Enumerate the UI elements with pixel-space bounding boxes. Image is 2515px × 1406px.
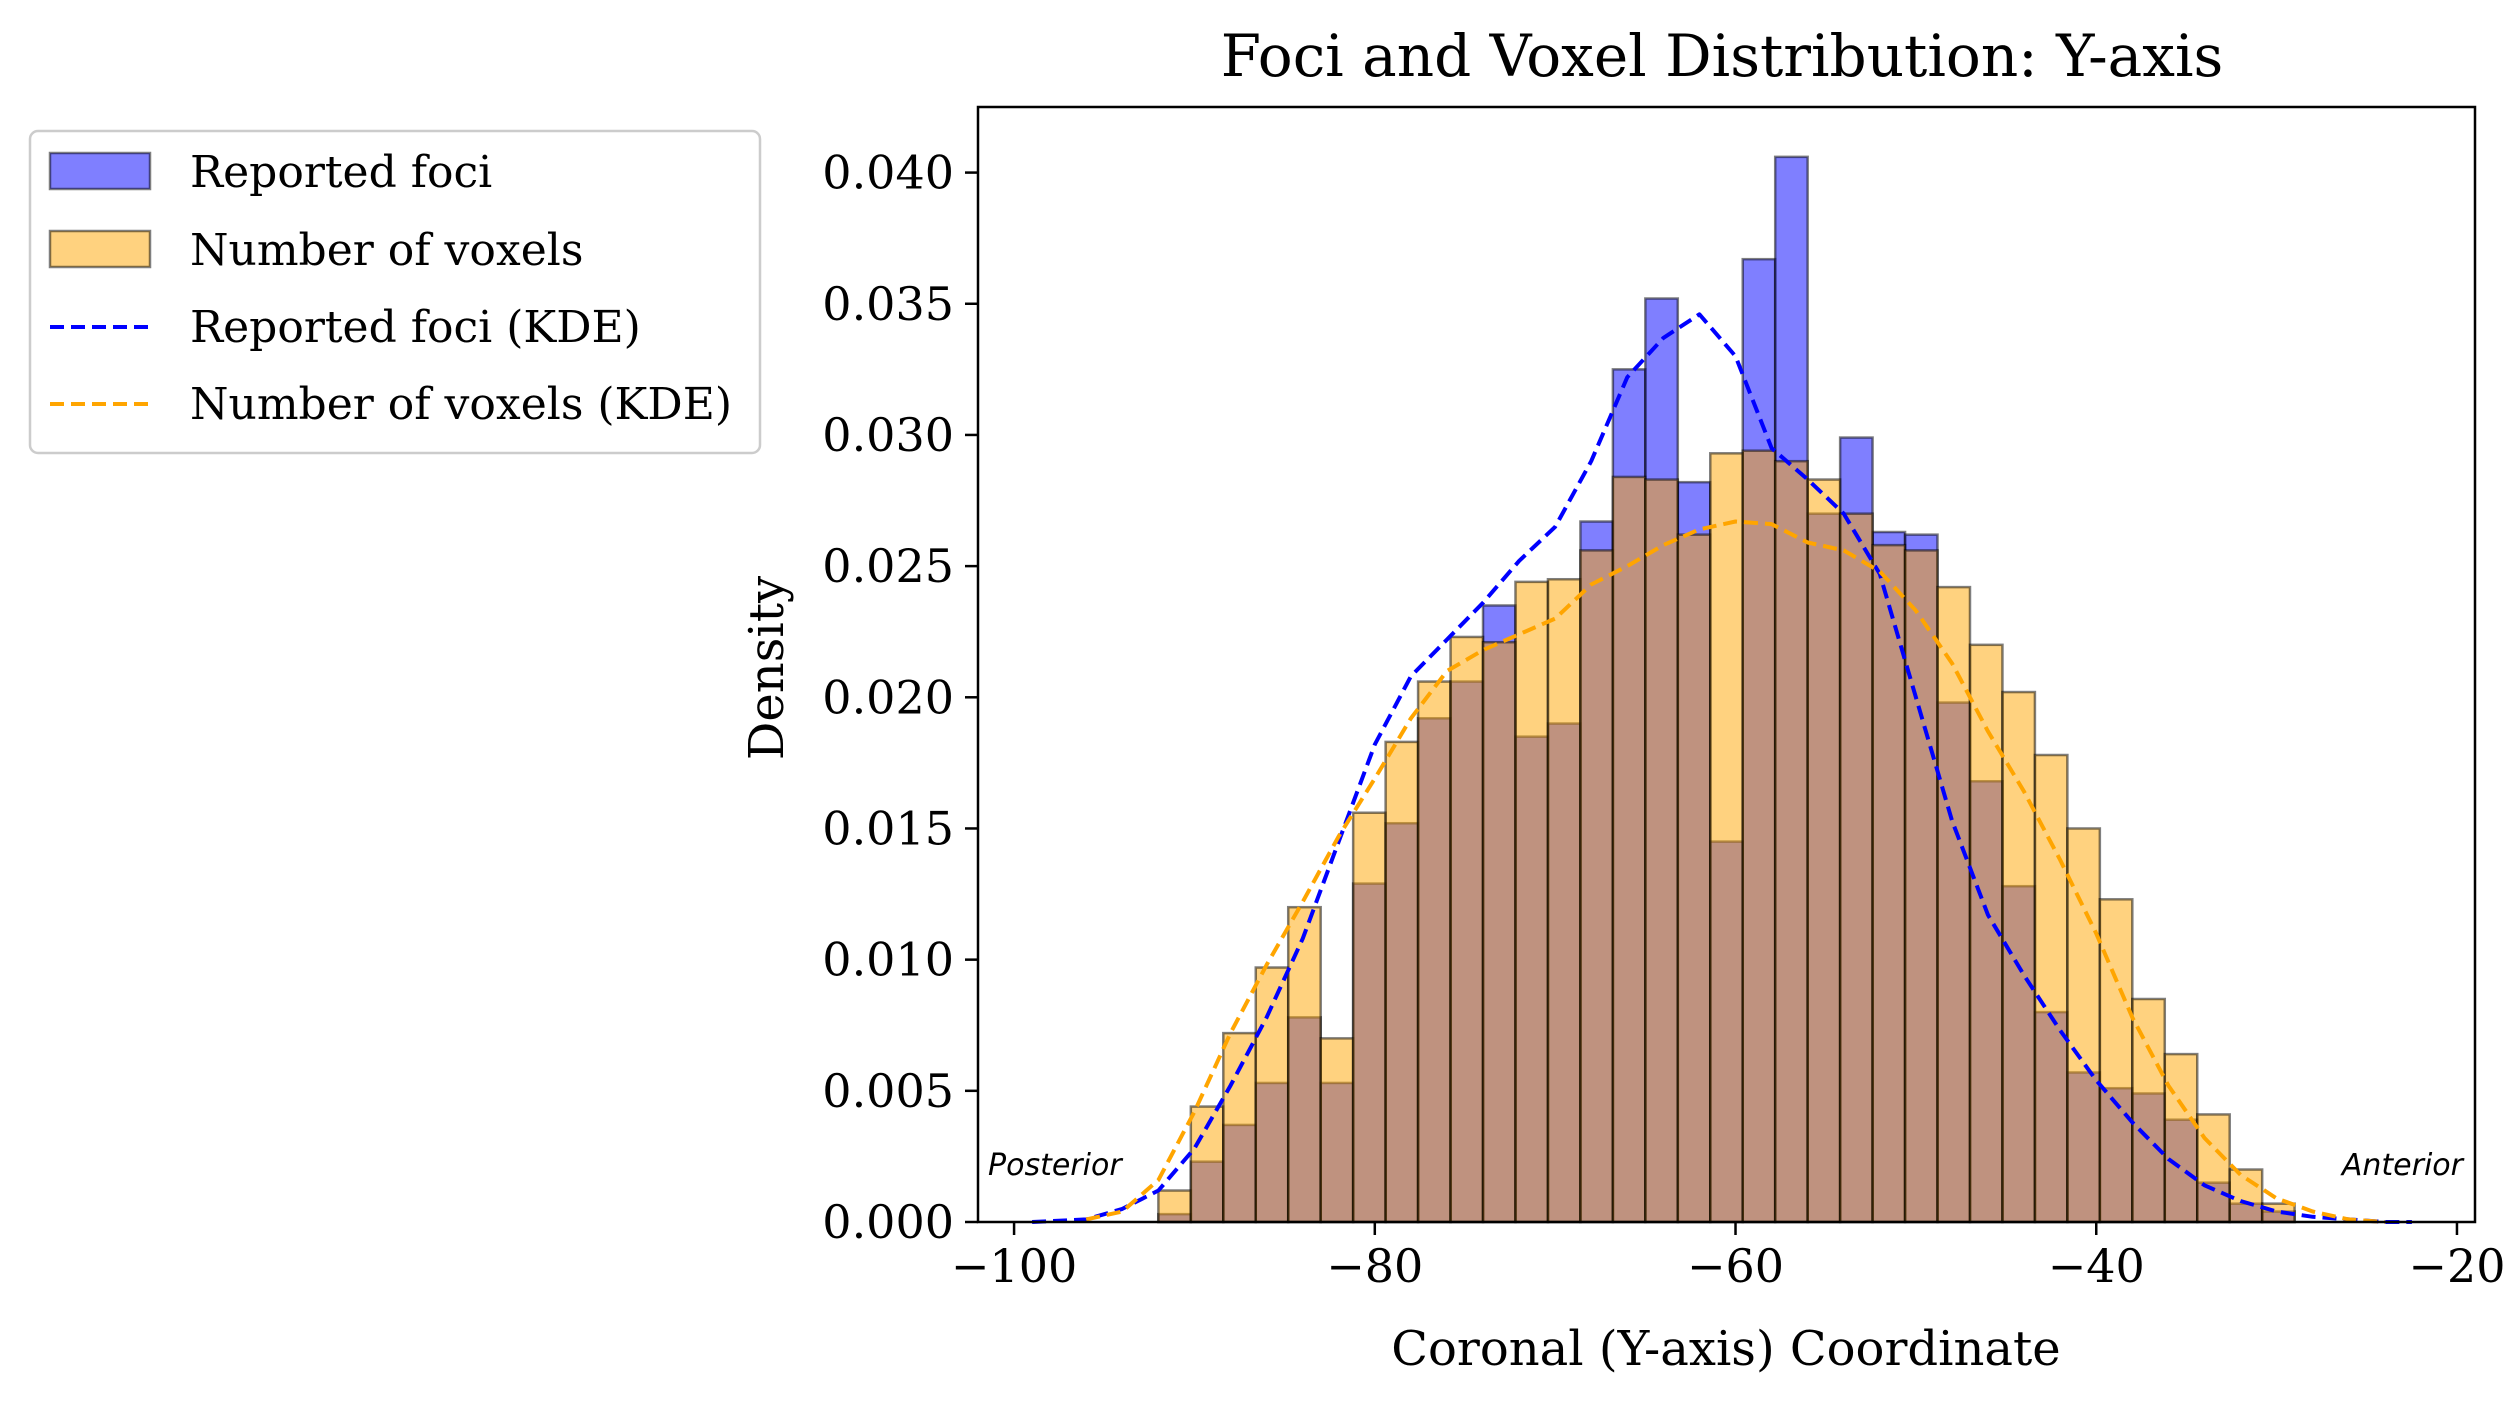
voxels-bar: [1222, 1031, 1258, 1224]
y-tick-label: 0.000: [822, 1195, 954, 1249]
y-tick-label: 0.005: [822, 1064, 954, 1118]
x-axis-ticks: −100 −80 −60 −40 −20: [951, 1222, 2506, 1293]
y-tick-label: 0.030: [822, 408, 954, 462]
voxels-bar: [1644, 478, 1680, 1224]
y-tick-label: 0.015: [822, 801, 954, 855]
plot-frame: [976, 105, 2477, 1224]
chart-title: Foci and Voxel Distribution: Y-axis: [1221, 22, 2224, 90]
voxels-bar: [1579, 549, 1615, 1224]
posterior-annotation: Posterior: [988, 1148, 1123, 1183]
x-tick-label: −100: [951, 1239, 1077, 1293]
voxels-bar: [1384, 740, 1420, 1224]
foci-kde-line: [1032, 312, 2412, 1224]
y-tick-label: 0.010: [822, 933, 954, 987]
annotations: Posterior Anterior: [988, 1148, 2465, 1183]
voxels-bar: [1157, 1189, 1193, 1224]
voxels-bar: [2195, 1113, 2231, 1224]
x-tick-label: −40: [2048, 1239, 2145, 1293]
x-tick-label: −80: [1326, 1239, 1423, 1293]
voxels-bar: [1936, 585, 1972, 1224]
y-tick-label: 0.025: [822, 539, 954, 593]
legend-label: Number of voxels (KDE): [190, 379, 732, 430]
voxels-bar: [1481, 640, 1517, 1224]
y-tick-label: 0.020: [822, 670, 954, 724]
voxels-bar: [1514, 580, 1550, 1224]
voxels-bar: [1741, 449, 1777, 1224]
y-axis-ticks: 0.000 0.005 0.010 0.015 0.020 0.025 0.030 0.035…: [822, 146, 978, 1249]
y-tick-label: 0.040: [822, 146, 954, 200]
x-tick-label: −20: [2408, 1239, 2505, 1293]
legend-box: [28, 129, 762, 455]
legend-swatch-foci: [48, 151, 152, 191]
anterior-annotation: Anterior: [2340, 1148, 2465, 1183]
voxels-bar: [1806, 478, 1842, 1224]
voxels-bar: [1709, 452, 1744, 1224]
y-axis-label: Density: [739, 576, 795, 760]
x-tick-label: −60: [1687, 1239, 1784, 1293]
legend-label: Reported foci: [190, 147, 492, 198]
legend-swatch-voxels: [48, 229, 152, 269]
legend-label: Number of voxels: [190, 225, 583, 276]
x-axis-label: Coronal (Y-axis) Coordinate: [1391, 1321, 2060, 1377]
voxels-bar: [1676, 533, 1712, 1224]
y-tick-label: 0.035: [822, 277, 954, 331]
voxels-bar: [1773, 459, 1809, 1224]
voxels-histogram: [1157, 449, 2296, 1224]
voxels-bar: [2098, 898, 2134, 1224]
legend-label: Reported foci (KDE): [190, 302, 641, 353]
voxels-bar: [1546, 577, 1582, 1224]
voxels-bar: [1838, 512, 1874, 1224]
voxels-bar: [1449, 635, 1485, 1224]
voxels-bar: [1351, 811, 1387, 1224]
voxels-bar: [1611, 475, 1647, 1224]
legend: Reported foci Number of voxels Reported fo…: [28, 129, 762, 455]
voxels-bar: [2228, 1168, 2264, 1224]
voxels-bar: [2131, 997, 2167, 1224]
voxels-bar: [1416, 680, 1452, 1224]
kde-lines: [1032, 312, 2412, 1224]
voxels-bar: [1319, 1037, 1355, 1224]
voxels-kde-line: [1085, 519, 2385, 1224]
voxels-bar: [2066, 827, 2102, 1224]
voxels-bar: [1254, 966, 1290, 1224]
voxels-bar: [2001, 690, 2037, 1224]
voxels-bar: [1871, 543, 1907, 1224]
voxels-bar: [2163, 1052, 2199, 1224]
voxels-bar: [1286, 905, 1322, 1224]
voxels-bar: [1903, 549, 1939, 1224]
